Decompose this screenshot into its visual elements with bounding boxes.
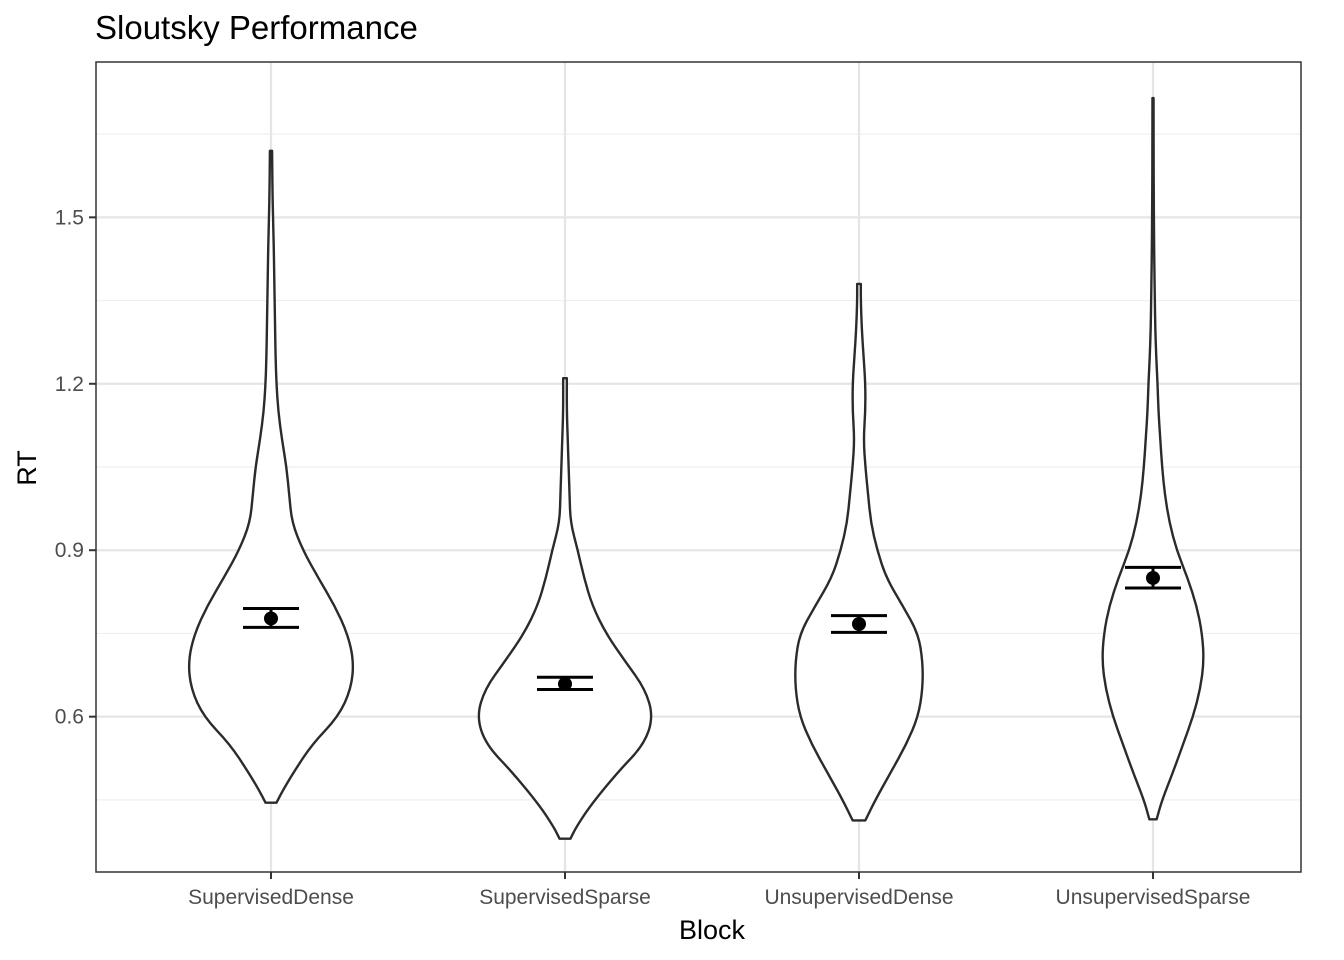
y-tick-label: 0.6 — [55, 706, 84, 729]
y-tick-label: 1.2 — [55, 373, 84, 396]
x-axis: SupervisedDense SupervisedSparse Unsupervi… — [188, 872, 1250, 909]
y-axis-title: RT — [12, 450, 42, 486]
x-axis-title: Block — [679, 915, 746, 945]
violin-UnsupervisedDense — [794, 282, 924, 822]
x-tick-label: UnsupervisedSparse — [1056, 886, 1251, 909]
x-tick-label: SupervisedDense — [188, 886, 354, 909]
violin-SupervisedSparse — [477, 377, 653, 840]
y-axis: 0.6 0.9 1.2 1.5 — [55, 206, 96, 729]
violins — [187, 96, 1205, 840]
y-tick-label: 0.9 — [55, 539, 84, 562]
mean-point-SupervisedDense — [264, 611, 278, 626]
violin-UnsupervisedSparse — [1101, 96, 1205, 821]
x-tick-label: SupervisedSparse — [479, 886, 651, 909]
mean-point-SupervisedSparse — [558, 676, 572, 691]
mean-point-UnsupervisedSparse — [1146, 570, 1160, 585]
error-bars — [243, 565, 1181, 691]
x-tick-label: UnsupervisedDense — [764, 886, 953, 909]
mean-point-UnsupervisedDense — [852, 617, 866, 632]
panel-border — [95, 61, 1302, 873]
violin-SupervisedDense — [187, 149, 355, 804]
chart-title: Sloutsky Performance — [95, 9, 418, 46]
y-tick-label: 1.5 — [55, 206, 84, 229]
